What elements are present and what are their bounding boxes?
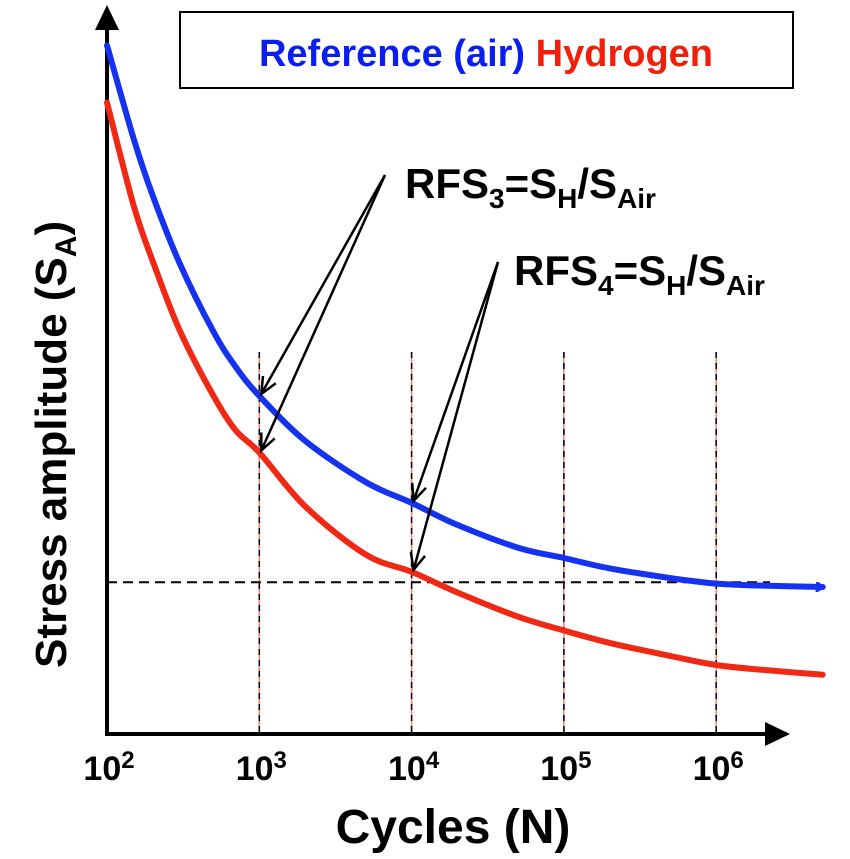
y-axis-title-main: Stress amplitude (S	[27, 257, 76, 668]
series-line-reference	[104, 42, 823, 587]
legend: Reference (air) Hydrogen	[179, 11, 794, 89]
series-curves	[104, 42, 826, 678]
legend-text: Reference (air) Hydrogen	[259, 33, 713, 75]
annotation-arrow-1-1	[412, 261, 500, 571]
annotation-arrowhead-0-1	[260, 432, 276, 454]
annotation-arrowhead-1-0	[410, 482, 427, 504]
x-tick-label-4: 106	[693, 747, 744, 788]
legend-entry-reference: Reference (air)	[259, 33, 525, 75]
x-tick-label-1: 103	[236, 747, 287, 788]
annotation-arrowhead-0-0	[259, 375, 277, 397]
annotation-rfs3: RFS3=SH/SAir	[405, 160, 656, 214]
annotation-rfs4: RFS4=SH/SAir	[514, 247, 765, 301]
annotation-arrows	[259, 174, 500, 573]
legend-box	[179, 11, 794, 89]
y-axis-title: Stress amplitude (SA)	[27, 221, 83, 668]
x-axis-title: Cycles (N)	[336, 801, 571, 854]
annotation-arrowhead-1-1	[409, 551, 426, 573]
y-axis-title-close: )	[27, 221, 76, 236]
x-tick-label-3: 105	[540, 747, 591, 788]
legend-entry-hydrogen: Hydrogen	[536, 33, 713, 75]
series-line-hydrogen	[104, 99, 826, 678]
x-axis-arrowhead	[765, 722, 790, 746]
y-axis-title-subscript: A	[50, 236, 83, 258]
y-axis-arrowhead	[95, 5, 119, 30]
axes	[95, 5, 790, 746]
annotation-arrow-0-0	[260, 174, 387, 395]
annotation-arrow-0-1	[260, 174, 387, 451]
annotation-arrow-1-0	[412, 261, 500, 502]
x-tick-label-2: 104	[388, 747, 440, 788]
x-tick-label-0: 102	[83, 747, 134, 788]
x-tick-labels: 102 103 104 105 106	[83, 747, 743, 788]
gridlines	[258, 352, 717, 734]
